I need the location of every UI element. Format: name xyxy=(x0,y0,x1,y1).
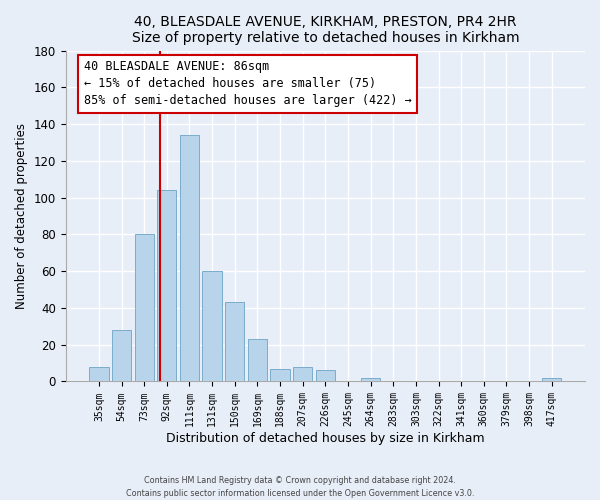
Bar xyxy=(202,271,222,382)
Title: 40, BLEASDALE AVENUE, KIRKHAM, PRESTON, PR4 2HR
Size of property relative to det: 40, BLEASDALE AVENUE, KIRKHAM, PRESTON, … xyxy=(131,15,519,45)
Bar xyxy=(112,330,131,382)
Text: Contains HM Land Registry data © Crown copyright and database right 2024.
Contai: Contains HM Land Registry data © Crown c… xyxy=(126,476,474,498)
Bar xyxy=(248,339,267,382)
Bar xyxy=(157,190,176,382)
X-axis label: Distribution of detached houses by size in Kirkham: Distribution of detached houses by size … xyxy=(166,432,485,445)
Bar xyxy=(293,367,313,382)
Bar xyxy=(180,135,199,382)
Bar xyxy=(134,234,154,382)
Bar xyxy=(89,367,109,382)
Bar xyxy=(271,368,290,382)
Text: 40 BLEASDALE AVENUE: 86sqm
← 15% of detached houses are smaller (75)
85% of semi: 40 BLEASDALE AVENUE: 86sqm ← 15% of deta… xyxy=(84,60,412,108)
Bar xyxy=(225,302,244,382)
Bar xyxy=(316,370,335,382)
Y-axis label: Number of detached properties: Number of detached properties xyxy=(15,123,28,309)
Bar xyxy=(361,378,380,382)
Bar xyxy=(542,378,562,382)
